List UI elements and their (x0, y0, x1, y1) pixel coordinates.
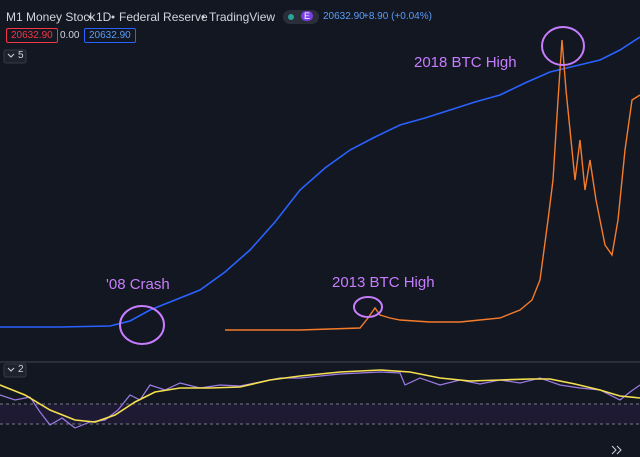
chevron (7, 367, 15, 372)
annotation: 2018 BTC High (414, 54, 517, 71)
btc-line (225, 39, 640, 331)
circle-2008 (119, 305, 165, 345)
last-value: 20632.90 (323, 11, 365, 22)
badge: E (301, 11, 314, 21)
interval: 1D (96, 10, 112, 24)
change: +8.90 (+0.04%) (363, 11, 432, 22)
toggle-lower-count: 2 (18, 364, 24, 375)
separator-dot (201, 15, 205, 19)
status-dot (288, 14, 294, 20)
source: Federal Reserve (119, 10, 208, 24)
band-fill (0, 404, 640, 424)
separator-dot (111, 15, 115, 19)
separator-dot (88, 15, 92, 19)
scroll-right[interactable] (611, 445, 622, 455)
chevron (7, 53, 15, 58)
buy-box[interactable]: 20632.90 (84, 28, 136, 43)
annotation: '08 Crash (106, 276, 170, 293)
annotation: 2013 BTC High (332, 274, 435, 291)
circle-2013 (353, 296, 383, 318)
m1-line (0, 36, 640, 328)
toggle-main-count: 5 (18, 50, 24, 61)
osc-signal (0, 369, 640, 423)
symbol: M1 Money Stock (6, 10, 96, 24)
circle-2018 (541, 26, 585, 66)
toggle-lower[interactable] (3, 363, 27, 378)
sell-box[interactable]: 20632.90 (6, 28, 58, 43)
toggle-main[interactable] (3, 49, 27, 64)
platform: TradingView (209, 10, 276, 24)
spread: 0.00 (60, 30, 80, 41)
